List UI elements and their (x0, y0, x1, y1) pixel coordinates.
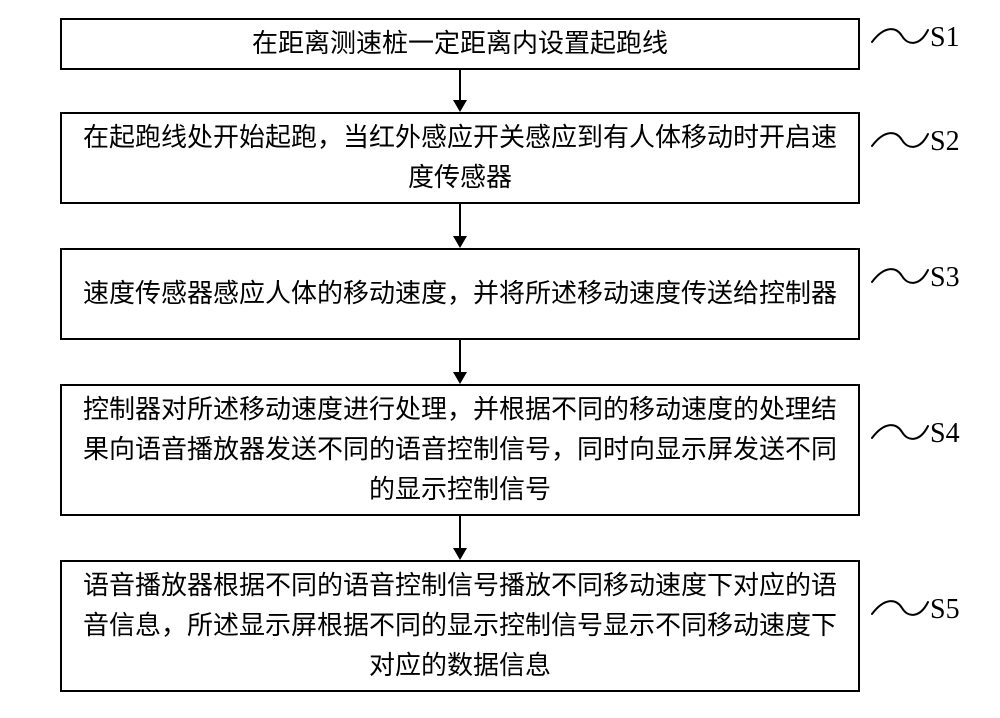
arrow-s3-s4 (451, 340, 469, 384)
flow-node-s2: 在起跑线处开始起跑，当红外感应开关感应到有人体移动时开启速度传感器 (60, 112, 860, 204)
step-label-s5: S5 (930, 594, 960, 626)
step-label-s4: S4 (930, 418, 960, 450)
arrow-s1-s2 (451, 70, 469, 112)
connector-tilde (870, 24, 930, 48)
flow-node-text: 语音播放器根据不同的语音控制信号播放不同移动速度下对应的语音信息，所述显示屏根据… (82, 566, 838, 687)
flow-node-text: 在起跑线处开始起跑，当红外感应开关感应到有人体移动时开启速度传感器 (82, 118, 838, 199)
step-label-s2: S2 (930, 126, 960, 158)
connector-tilde (870, 596, 930, 620)
connector-tilde (870, 264, 930, 288)
step-label-s1: S1 (930, 22, 960, 54)
flowchart-canvas: 在距离测速桩一定距离内设置起跑线 S1 在起跑线处开始起跑，当红外感应开关感应到有… (0, 0, 1000, 718)
connector-tilde (870, 128, 930, 152)
connector-tilde (870, 420, 930, 444)
flow-node-s4: 控制器对所述移动速度进行处理，并根据不同的移动速度的处理结果向语音播放器发送不同… (60, 384, 860, 516)
flow-node-text: 速度传感器感应人体的移动速度，并将所述移动速度传送给控制器 (83, 274, 837, 314)
arrow-s2-s3 (451, 204, 469, 248)
flow-node-s5: 语音播放器根据不同的语音控制信号播放不同移动速度下对应的语音信息，所述显示屏根据… (60, 560, 860, 692)
flow-node-text: 在距离测速桩一定距离内设置起跑线 (252, 24, 668, 64)
arrow-s4-s5 (451, 516, 469, 560)
step-label-s3: S3 (930, 262, 960, 294)
flow-node-s3: 速度传感器感应人体的移动速度，并将所述移动速度传送给控制器 (60, 248, 860, 340)
flow-node-text: 控制器对所述移动速度进行处理，并根据不同的移动速度的处理结果向语音播放器发送不同… (82, 390, 838, 511)
flow-node-s1: 在距离测速桩一定距离内设置起跑线 (60, 18, 860, 70)
